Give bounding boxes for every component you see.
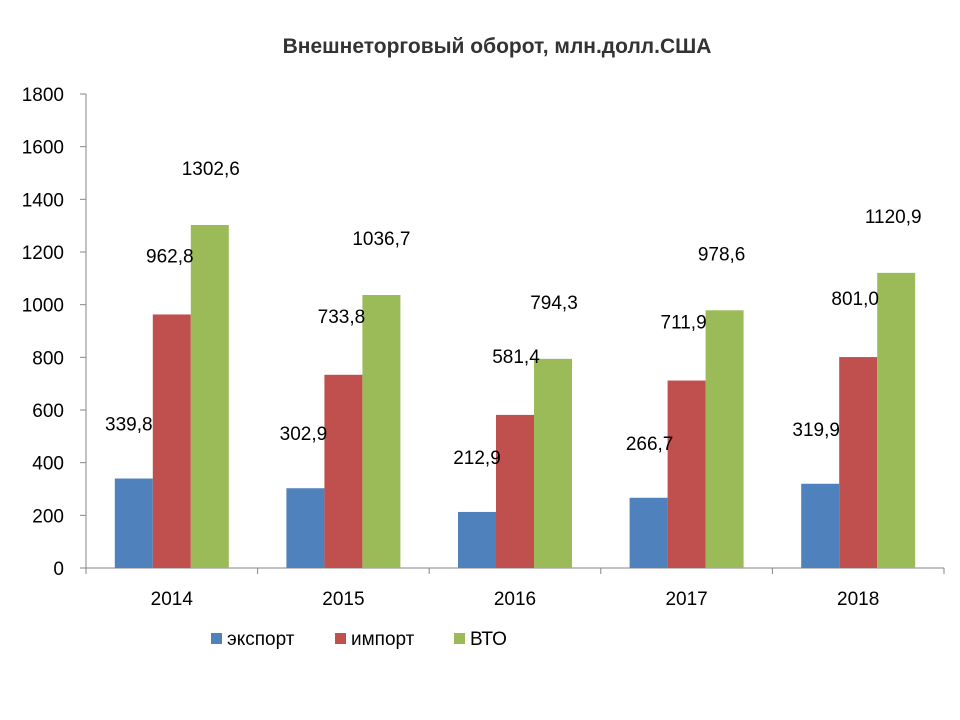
data-label: 978,6 xyxy=(698,244,746,265)
bar-ВТО-2018 xyxy=(877,272,916,568)
data-labels: 339,8 962,8 1302,6 302,9 733,8 1036,7 212,9 581… xyxy=(105,159,922,469)
x-tick-label: 2018 xyxy=(837,589,879,610)
y-tick-label: 600 xyxy=(32,401,64,422)
data-label: 1302,6 xyxy=(182,159,240,180)
legend-label: ВТО xyxy=(470,629,507,650)
bar-экспорт-2015 xyxy=(286,488,325,568)
bar-ВТО-2016 xyxy=(534,358,572,568)
bar-экспорт-2018 xyxy=(801,483,840,568)
legend-swatch xyxy=(211,633,222,644)
data-label: 319,9 xyxy=(792,420,840,441)
legend-swatch xyxy=(335,633,346,644)
x-tick-label: 2016 xyxy=(494,589,536,610)
y-tick-label: 200 xyxy=(32,506,64,527)
y-axis: 0 200 400 600 800 1000 1200 1400 1600 1800 xyxy=(22,85,87,580)
y-tick-label: 1200 xyxy=(22,243,64,264)
data-label: 1036,7 xyxy=(352,229,410,250)
legend-label: импорт xyxy=(351,629,415,650)
chart-title: Внешнеторговый оборот, млн.долл.США xyxy=(283,35,712,58)
x-axis: 2014 2015 2016 2017 2018 xyxy=(85,567,945,610)
data-label: 339,8 xyxy=(105,415,153,436)
bar-экспорт-2017 xyxy=(629,497,668,568)
bar-импорт-2017 xyxy=(667,380,706,568)
bar-импорт-2015 xyxy=(324,374,363,568)
y-tick-label: 800 xyxy=(32,348,64,369)
data-label: 711,9 xyxy=(661,313,707,334)
y-tick-label: 1600 xyxy=(22,138,64,159)
bar-экспорт-2016 xyxy=(458,511,496,568)
data-label: 581,4 xyxy=(492,347,540,368)
y-tick-label: 1800 xyxy=(22,85,64,106)
data-label: 266,7 xyxy=(626,434,674,455)
data-label: 801,0 xyxy=(831,289,879,310)
legend-swatch xyxy=(454,633,465,644)
x-tick-label: 2017 xyxy=(665,589,707,610)
y-tick-label: 400 xyxy=(32,454,64,475)
y-tick-label: 1400 xyxy=(22,190,64,211)
data-label: 962,8 xyxy=(146,246,194,267)
legend-label: экспорт xyxy=(227,629,295,650)
data-label: 1120,9 xyxy=(865,207,922,228)
bar-экспорт-2014 xyxy=(114,478,153,568)
x-tick-label: 2015 xyxy=(322,589,364,610)
data-label: 212,9 xyxy=(453,448,501,469)
x-tick-label: 2014 xyxy=(151,589,194,610)
bar-импорт-2014 xyxy=(152,314,191,568)
data-label: 302,9 xyxy=(280,424,328,445)
bar-импорт-2018 xyxy=(839,357,878,568)
bars xyxy=(114,224,916,568)
data-label: 794,3 xyxy=(530,293,578,314)
data-label: 733,8 xyxy=(318,307,366,328)
y-tick-label: 0 xyxy=(53,559,64,580)
bar-ВТО-2015 xyxy=(362,295,401,568)
bar-ВТО-2014 xyxy=(190,224,229,568)
bar-импорт-2016 xyxy=(496,414,534,568)
y-tick-label: 1000 xyxy=(22,296,64,317)
bar-ВТО-2017 xyxy=(705,310,744,568)
legend: экспорт импорт ВТО xyxy=(211,629,507,650)
